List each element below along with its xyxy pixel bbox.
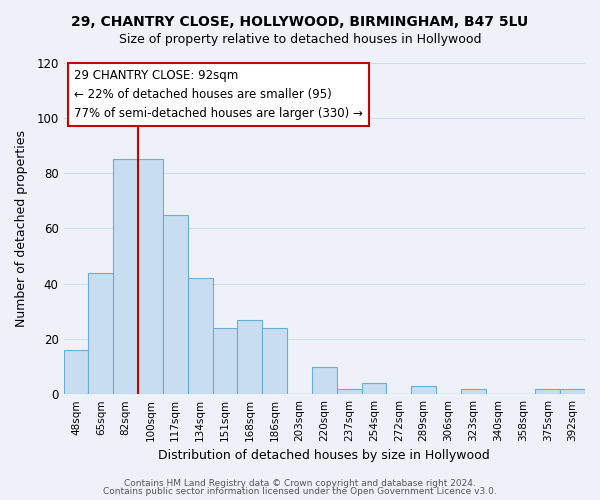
Bar	[64, 350, 88, 394]
Bar	[188, 278, 212, 394]
Bar	[312, 366, 337, 394]
Bar	[535, 388, 560, 394]
Bar	[88, 272, 113, 394]
Bar	[163, 214, 188, 394]
Bar	[560, 388, 585, 394]
Text: 29, CHANTRY CLOSE, HOLLYWOOD, BIRMINGHAM, B47 5LU: 29, CHANTRY CLOSE, HOLLYWOOD, BIRMINGHAM…	[71, 15, 529, 29]
Text: Contains HM Land Registry data © Crown copyright and database right 2024.: Contains HM Land Registry data © Crown c…	[124, 478, 476, 488]
Bar	[362, 383, 386, 394]
Bar	[262, 328, 287, 394]
Bar	[113, 159, 138, 394]
Bar	[212, 328, 238, 394]
Bar	[238, 320, 262, 394]
Y-axis label: Number of detached properties: Number of detached properties	[15, 130, 28, 327]
Bar	[461, 388, 485, 394]
Bar	[411, 386, 436, 394]
Bar	[138, 159, 163, 394]
X-axis label: Distribution of detached houses by size in Hollywood: Distribution of detached houses by size …	[158, 450, 490, 462]
Text: 29 CHANTRY CLOSE: 92sqm
← 22% of detached houses are smaller (95)
77% of semi-de: 29 CHANTRY CLOSE: 92sqm ← 22% of detache…	[74, 69, 363, 120]
Text: Contains public sector information licensed under the Open Government Licence v3: Contains public sector information licen…	[103, 487, 497, 496]
Text: Size of property relative to detached houses in Hollywood: Size of property relative to detached ho…	[119, 32, 481, 46]
Bar	[337, 388, 362, 394]
